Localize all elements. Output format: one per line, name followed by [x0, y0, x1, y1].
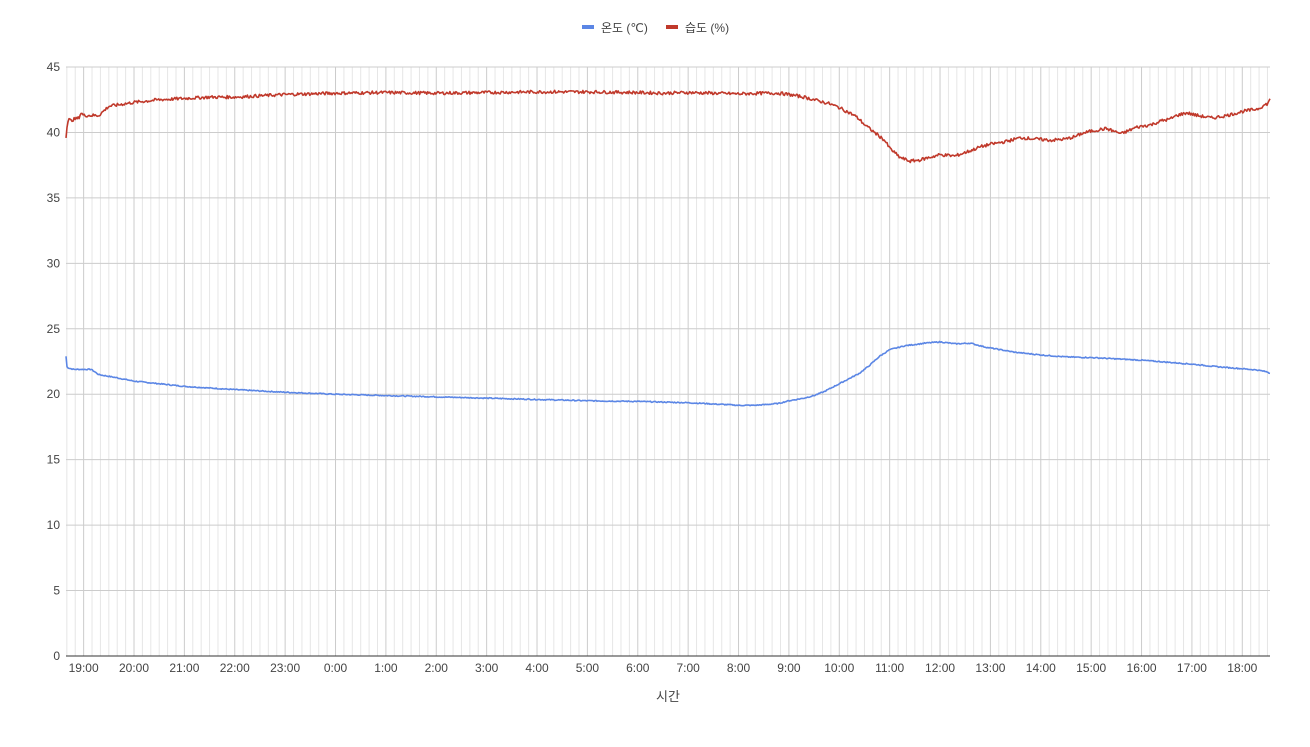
x-tick-label: 23:00	[270, 661, 300, 675]
y-tick-label: 20	[47, 387, 61, 401]
x-axis-title: 시간	[656, 689, 680, 704]
x-tick-label: 9:00	[777, 661, 801, 675]
series-line-humidity	[65, 89, 1271, 164]
x-tick-label: 6:00	[626, 661, 650, 675]
x-tick-label: 14:00	[1026, 661, 1056, 675]
x-tick-label: 3:00	[475, 661, 499, 675]
legend-swatch-temperature	[582, 25, 594, 29]
x-tick-label: 4:00	[525, 661, 549, 675]
y-tick-label: 0	[53, 649, 60, 663]
major-gridlines	[66, 66, 1270, 656]
y-tick-label: 45	[47, 60, 61, 74]
y-tick-label: 15	[47, 453, 61, 467]
x-tick-label: 20:00	[119, 661, 149, 675]
y-axis-tick-labels: 0 5 10 15 20 25 30 35 40 45	[47, 60, 61, 663]
x-tick-label: 2:00	[425, 661, 449, 675]
x-tick-label: 22:00	[220, 661, 250, 675]
x-tick-label: 0:00	[324, 661, 348, 675]
x-tick-label: 10:00	[824, 661, 854, 675]
x-tick-label: 12:00	[925, 661, 955, 675]
legend-swatch-humidity	[666, 25, 678, 29]
y-tick-label: 40	[47, 125, 61, 139]
x-tick-label: 1:00	[374, 661, 398, 675]
y-tick-label: 30	[47, 256, 61, 270]
x-tick-label: 13:00	[975, 661, 1005, 675]
x-tick-label: 19:00	[69, 661, 99, 675]
series-line-temperature	[65, 340, 1271, 407]
x-tick-label: 11:00	[875, 661, 904, 675]
x-tick-label: 17:00	[1177, 661, 1207, 675]
x-tick-label: 8:00	[727, 661, 751, 675]
series-layer	[65, 89, 1271, 407]
legend: 온도 (℃) 습도 (%)	[582, 21, 729, 35]
legend-label-temperature: 온도 (℃)	[601, 21, 648, 35]
y-tick-label: 35	[47, 191, 61, 205]
x-tick-label: 7:00	[676, 661, 700, 675]
x-tick-label: 15:00	[1076, 661, 1106, 675]
y-tick-label: 10	[47, 518, 61, 532]
y-tick-label: 25	[47, 322, 61, 336]
y-tick-label: 5	[53, 584, 60, 598]
x-tick-label: 5:00	[576, 661, 600, 675]
legend-label-humidity: 습도 (%)	[685, 21, 729, 35]
x-tick-label: 16:00	[1127, 661, 1157, 675]
x-axis-tick-labels: 19:00 20:00 21:00 22:00 23:00 0:00 1:00 2:00 3:0…	[69, 661, 1258, 675]
x-tick-label: 18:00	[1227, 661, 1257, 675]
x-tick-label: 21:00	[169, 661, 199, 675]
